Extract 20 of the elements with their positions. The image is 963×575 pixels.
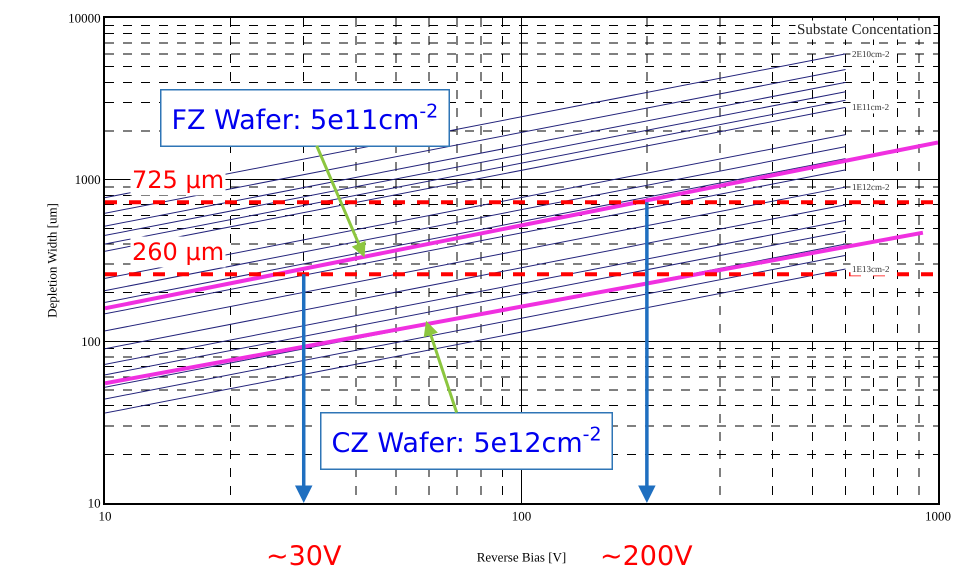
y-tick-label: 100 bbox=[81, 334, 101, 349]
y-tick-label: 1000 bbox=[74, 172, 101, 188]
chart-title: Substate Concentation bbox=[797, 22, 932, 38]
x-tick-label: 1000 bbox=[925, 508, 951, 524]
series-label: 2E10cm-2 bbox=[852, 49, 890, 59]
series-label: 1E12cm-2 bbox=[852, 182, 890, 192]
annotation: FZ Wafer: 5e11cm$^{-2}$ bbox=[172, 100, 438, 136]
annotation: ~30V bbox=[266, 541, 342, 572]
ref-line-label: 260 μm bbox=[132, 238, 224, 266]
series-label: 1E11cm-2 bbox=[852, 102, 890, 112]
x-tick-label: 10 bbox=[98, 508, 112, 524]
annotation: ~200V bbox=[600, 541, 694, 572]
y-tick-label: 10 bbox=[88, 496, 101, 511]
y-axis-title: Depletion Width [um] bbox=[44, 203, 60, 318]
x-tick-label: 100 bbox=[512, 508, 532, 524]
ref-line-label: 725 μm bbox=[132, 166, 224, 194]
y-tick-label: 10000 bbox=[68, 10, 101, 26]
series-label: 1E13cm-2 bbox=[852, 264, 890, 274]
annotation: CZ Wafer: 5e12cm$^{-2}$ bbox=[332, 424, 602, 459]
x-axis-title: Reverse Bias [V] bbox=[476, 549, 566, 564]
